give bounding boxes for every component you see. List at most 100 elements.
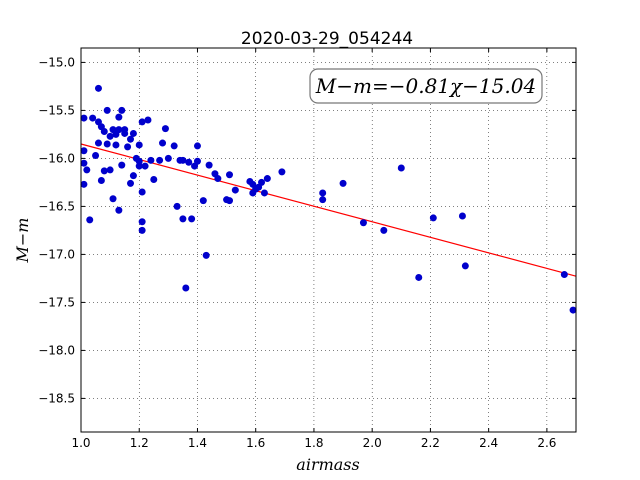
data-point	[121, 129, 129, 137]
y-tick-label: −15.0	[38, 55, 75, 69]
data-point	[380, 226, 388, 234]
data-point	[127, 135, 134, 143]
data-point	[458, 212, 466, 220]
y-tick-label: −17.0	[38, 247, 75, 261]
data-point	[214, 175, 222, 183]
data-point	[164, 154, 172, 162]
data-point	[80, 180, 88, 188]
x-tick-label: 2.4	[479, 436, 498, 450]
data-point	[193, 157, 201, 165]
fit-line	[80, 143, 577, 277]
data-point	[319, 196, 327, 204]
x-tick-label: 1.8	[304, 436, 323, 450]
x-tick-label: 1.6	[246, 436, 265, 450]
data-point	[127, 179, 134, 187]
y-tick-label: −16.0	[38, 151, 75, 165]
data-point	[258, 178, 266, 186]
x-axis-label: airmass	[296, 455, 359, 474]
data-point	[89, 114, 97, 122]
data-point	[80, 159, 88, 167]
data-point	[397, 164, 405, 172]
data-point	[109, 195, 117, 203]
y-tick-label: −17.5	[38, 295, 75, 309]
data-point	[226, 197, 233, 205]
data-point	[80, 114, 88, 122]
y-tick-label: −15.5	[38, 103, 75, 117]
data-point	[156, 156, 164, 164]
data-point	[173, 202, 181, 210]
data-point	[100, 128, 108, 136]
data-point	[188, 215, 196, 223]
data-point	[86, 216, 94, 224]
data-point	[138, 226, 146, 234]
data-point	[129, 129, 137, 137]
x-tick-label: 2.0	[363, 436, 382, 450]
data-point	[92, 152, 100, 160]
data-point	[129, 172, 137, 180]
data-point	[339, 179, 347, 187]
data-point	[135, 162, 143, 170]
data-point	[80, 147, 88, 155]
data-point	[83, 166, 91, 174]
x-tick-label: 1.2	[130, 436, 149, 450]
data-point	[359, 219, 367, 227]
data-point	[415, 273, 423, 281]
data-point	[141, 162, 149, 170]
data-point	[118, 106, 126, 114]
data-point	[106, 166, 114, 174]
data-point	[124, 143, 132, 151]
data-point	[150, 176, 158, 184]
data-point	[193, 142, 201, 150]
y-tick-label: −18.5	[38, 391, 75, 405]
data-point	[94, 139, 102, 147]
data-point	[185, 158, 193, 166]
data-point	[103, 106, 111, 114]
data-point	[170, 142, 178, 150]
points-layer	[80, 84, 577, 314]
data-point	[138, 118, 146, 126]
data-point	[429, 214, 437, 222]
data-point	[179, 156, 187, 164]
data-point	[161, 125, 169, 133]
data-point	[118, 161, 126, 169]
data-point	[182, 284, 190, 292]
data-point	[205, 161, 213, 169]
data-point	[260, 189, 268, 197]
x-tick-label: 1.4	[188, 436, 207, 450]
y-tick-label: −18.0	[38, 343, 75, 357]
y-axis-label: M−m	[13, 218, 32, 264]
data-point	[115, 206, 123, 214]
x-tick-label: 2.6	[537, 436, 556, 450]
data-point	[97, 176, 105, 184]
data-point	[231, 186, 239, 194]
data-point	[115, 126, 123, 134]
data-point	[135, 141, 143, 149]
fit-annotation: M−m=−0.81χ−15.04	[309, 68, 543, 104]
data-point	[144, 116, 152, 124]
data-point	[115, 113, 123, 121]
data-point	[103, 140, 111, 148]
data-point	[202, 251, 210, 259]
data-point	[138, 218, 146, 226]
data-point	[138, 188, 146, 196]
ticks-layer: 1.0 1.2 1.4 1.6 1.8 2.0 2.2 2.4 2.6 −15.0 −15.5 −16…	[38, 48, 576, 450]
data-point	[112, 141, 120, 149]
y-tick-label: −16.5	[38, 199, 75, 213]
data-point	[461, 262, 469, 270]
data-point	[263, 175, 271, 183]
data-point	[199, 197, 207, 205]
data-point	[560, 271, 568, 279]
data-point	[94, 84, 102, 92]
annotation-text: M−m=−0.81χ−15.04	[315, 74, 536, 98]
data-point	[106, 132, 114, 140]
data-point	[569, 306, 577, 314]
data-point	[179, 215, 187, 223]
data-point	[226, 171, 233, 179]
data-point	[159, 139, 167, 147]
plot-frame	[80, 47, 577, 433]
x-tick-label: 1.0	[71, 436, 90, 450]
data-point	[278, 168, 286, 176]
chart-title: 2020-03-29_054244	[241, 29, 413, 49]
data-point	[135, 157, 143, 165]
data-point	[319, 189, 327, 197]
